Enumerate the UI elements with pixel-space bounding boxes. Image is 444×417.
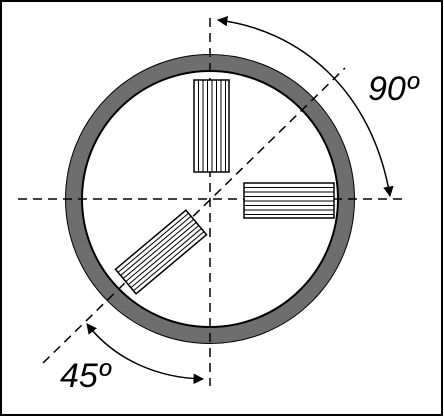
arc-arrow-45 <box>86 323 205 385</box>
sample-vertical <box>193 79 230 173</box>
arc-arrow-90 <box>216 15 394 198</box>
sample-horizontal <box>243 182 335 219</box>
sample-diagonal <box>114 209 208 295</box>
angle-label-90: 90º <box>368 70 420 108</box>
angle-label-45: 45º <box>60 357 112 395</box>
